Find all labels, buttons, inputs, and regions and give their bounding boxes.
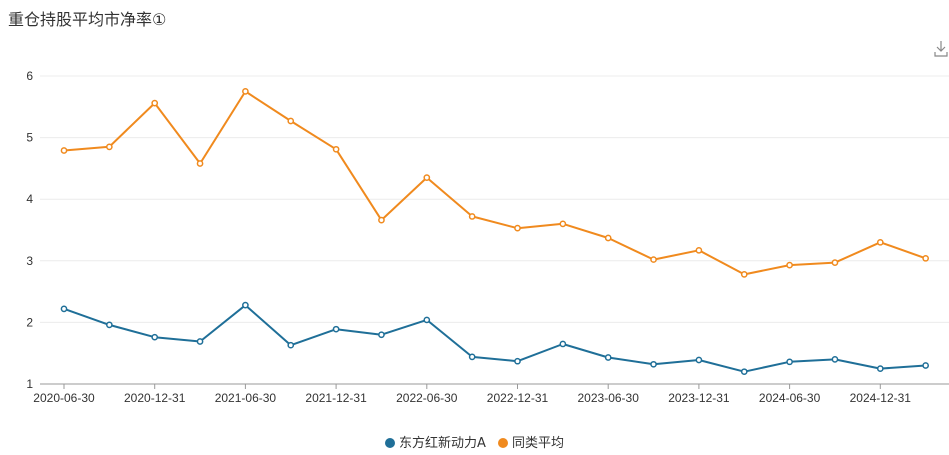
x-tick-label: 2022-12-31	[487, 391, 549, 405]
y-tick-label: 5	[26, 131, 33, 145]
data-point	[831, 259, 839, 266]
data-point	[468, 213, 476, 220]
data-point	[423, 316, 431, 324]
x-tick-label: 2024-12-31	[850, 391, 912, 405]
data-point	[242, 301, 249, 309]
data-point	[514, 224, 521, 232]
legend-item-series-2[interactable]: 同类平均	[498, 432, 564, 451]
series-lines	[60, 88, 930, 376]
data-point	[876, 365, 884, 372]
data-point	[695, 356, 703, 364]
y-tick-label: 6	[26, 69, 33, 83]
data-point	[650, 256, 657, 263]
data-point	[786, 261, 793, 269]
data-point	[287, 341, 295, 349]
data-point	[423, 174, 431, 181]
chart-title: 重仓持股平均市净率①	[8, 10, 167, 29]
gridlines	[40, 75, 949, 323]
x-tick-label: 2020-06-30	[33, 391, 95, 405]
data-point	[514, 357, 521, 365]
axes: 1 2 3 4 5 6 2020-06-30 2020-12-31 2021-06-30 2021…	[26, 69, 949, 405]
legend-item-series-1[interactable]: 东方红新动力A	[384, 432, 486, 451]
x-tick-label: 2023-06-30	[578, 391, 640, 405]
data-point	[650, 360, 657, 368]
y-tick-label: 2	[26, 315, 33, 329]
data-point	[559, 220, 567, 228]
data-point	[786, 358, 793, 366]
x-tick-label: 2021-06-30	[215, 391, 277, 405]
data-point	[60, 305, 68, 313]
data-point	[604, 234, 612, 242]
data-point	[468, 353, 476, 361]
x-tick-label: 2020-12-31	[124, 391, 186, 405]
series-line-2	[63, 90, 926, 276]
data-point	[151, 99, 159, 107]
data-point	[740, 368, 748, 376]
x-tick-label: 2022-06-30	[396, 391, 458, 405]
data-point	[740, 271, 748, 278]
legend-label: 同类平均	[512, 436, 565, 451]
data-point	[695, 246, 703, 254]
y-tick-label: 4	[26, 192, 33, 206]
data-point	[106, 143, 113, 151]
download-icon[interactable]	[934, 40, 948, 58]
legend-label: 东方红新动力A	[398, 436, 486, 451]
data-point	[378, 331, 385, 339]
data-point	[559, 340, 567, 348]
data-point	[106, 321, 113, 329]
data-point	[196, 338, 204, 345]
data-point	[287, 117, 295, 125]
legend-marker	[498, 438, 509, 448]
y-tick-label: 1	[26, 377, 33, 391]
series-line-1	[63, 304, 926, 373]
data-point	[378, 216, 385, 224]
data-point	[922, 254, 930, 262]
data-point	[831, 356, 839, 363]
x-tick-label: 2023-12-31	[668, 391, 730, 405]
x-tick-label: 2021-12-31	[305, 391, 367, 405]
legend: 东方红新动力A 同类平均	[0, 432, 949, 451]
y-tick-label: 3	[26, 254, 33, 268]
data-point	[876, 238, 884, 246]
data-point	[60, 147, 68, 154]
data-point	[922, 362, 930, 369]
data-point	[332, 145, 340, 153]
data-point	[151, 333, 159, 341]
data-point	[242, 88, 249, 95]
x-tick-label: 2024-06-30	[759, 391, 821, 405]
legend-marker	[384, 438, 395, 448]
data-point	[196, 160, 204, 167]
data-point	[604, 354, 612, 361]
data-point	[332, 325, 340, 333]
